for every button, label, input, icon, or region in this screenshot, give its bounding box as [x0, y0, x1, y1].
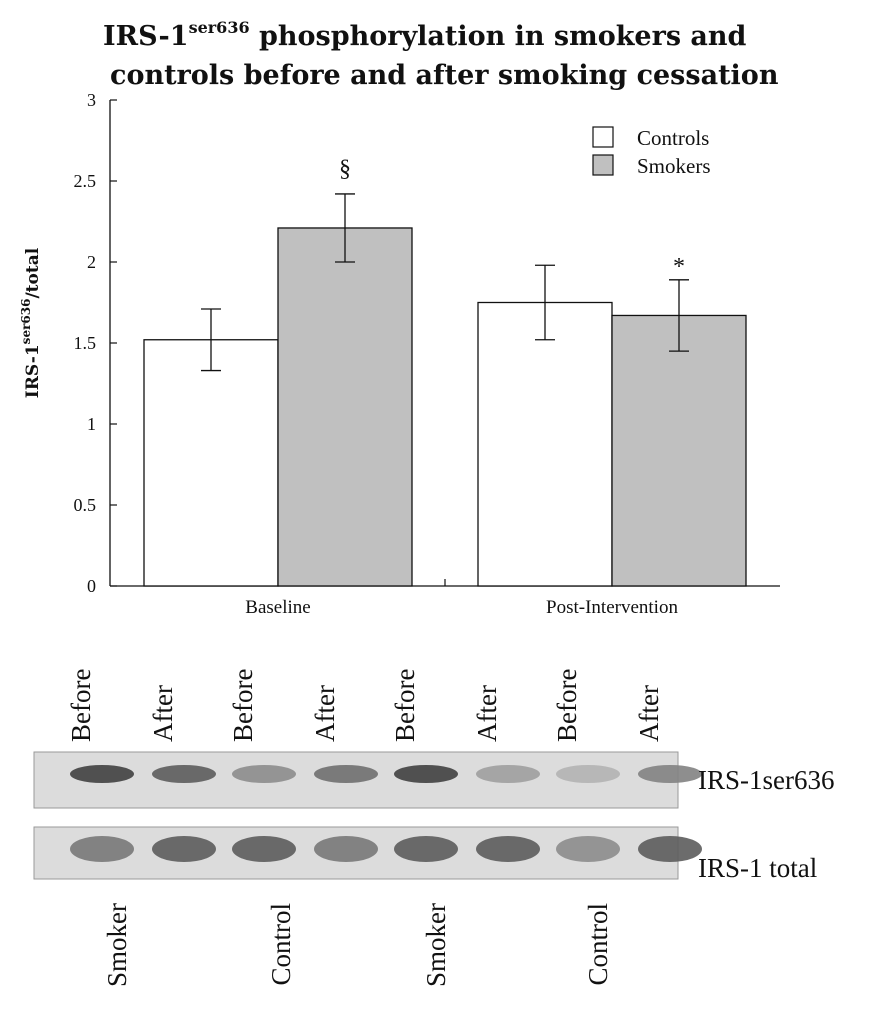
error-bars: [201, 193, 689, 372]
title-line-1: IRS-1ser636 phosphorylation in smokers a…: [103, 18, 747, 52]
bars: [143, 227, 747, 587]
blot-band: [70, 836, 134, 862]
blot-band: [232, 836, 296, 862]
lane-label-before: Before: [228, 669, 258, 742]
blot-band: [638, 836, 702, 862]
y-tick-label: 1: [87, 414, 96, 434]
x-category-label: Baseline: [245, 597, 310, 618]
legend-label-controls: Controls: [637, 126, 709, 150]
title-line-2: controls before and after smoking cessat…: [110, 60, 779, 91]
blot-band: [556, 765, 620, 783]
blot-band: [394, 836, 458, 862]
blot-row-label: IRS-1ser636: [698, 765, 835, 795]
blot-band: [476, 765, 540, 783]
legend: Controls Smokers: [592, 126, 711, 178]
x-categories: Baseline Post-Intervention: [245, 579, 678, 618]
blot-row-label: IRS-1 total: [698, 853, 817, 883]
significance-marker: §: [339, 156, 351, 182]
x-category-label: Post-Intervention: [546, 597, 678, 618]
legend-label-smokers: Smokers: [637, 154, 711, 178]
blot-group-labels: Smoker Control Smoker Control: [102, 903, 613, 987]
y-tick-label: 0: [87, 576, 96, 596]
lane-label-after: After: [472, 685, 502, 742]
blot-band: [152, 836, 216, 862]
blot-band: [638, 765, 702, 783]
lane-label-after: After: [310, 685, 340, 742]
group-label-smoker: Smoker: [102, 903, 132, 987]
blot-band: [314, 836, 378, 862]
blot-band: [394, 765, 458, 783]
y-tick-label: 2.5: [74, 171, 97, 191]
group-label-control: Control: [266, 903, 296, 986]
group-label-smoker: Smoker: [421, 903, 451, 987]
y-ticks: 0 0.5 1 1.5 2 2.5 3: [74, 90, 117, 596]
y-tick-label: 1.5: [74, 333, 97, 353]
significance-marker: *: [673, 254, 685, 280]
blot-band: [476, 836, 540, 862]
group-label-control: Control: [583, 903, 613, 986]
chart-title: IRS-1ser636 phosphorylation in smokers a…: [103, 18, 779, 91]
bar-smokers-1: [611, 314, 747, 587]
legend-swatch-controls: [592, 126, 614, 148]
legend-swatch-smokers: [592, 154, 614, 176]
y-axis-label: IRS-1ser636/total: [19, 247, 43, 398]
blot-lane-labels: Before After Before After Before After Before A…: [66, 669, 664, 742]
bar-controls-0: [143, 339, 279, 587]
lane-label-after: After: [148, 685, 178, 742]
blot-band: [314, 765, 378, 783]
blot-band: [232, 765, 296, 783]
y-tick-label: 3: [87, 90, 96, 110]
blot-band: [152, 765, 216, 783]
blot-band: [556, 836, 620, 862]
y-tick-label: 2: [87, 252, 96, 272]
bar-smokers-0: [277, 227, 413, 587]
y-tick-label: 0.5: [74, 495, 97, 515]
bar-controls-1: [477, 301, 613, 587]
lane-label-before: Before: [66, 669, 96, 742]
blot-band: [70, 765, 134, 783]
significance-markers: §*: [339, 156, 685, 280]
lane-label-after: After: [634, 685, 664, 742]
western-blot: IRS-1ser636 IRS-1 total: [33, 751, 835, 883]
lane-label-before: Before: [390, 669, 420, 742]
lane-label-before: Before: [552, 669, 582, 742]
